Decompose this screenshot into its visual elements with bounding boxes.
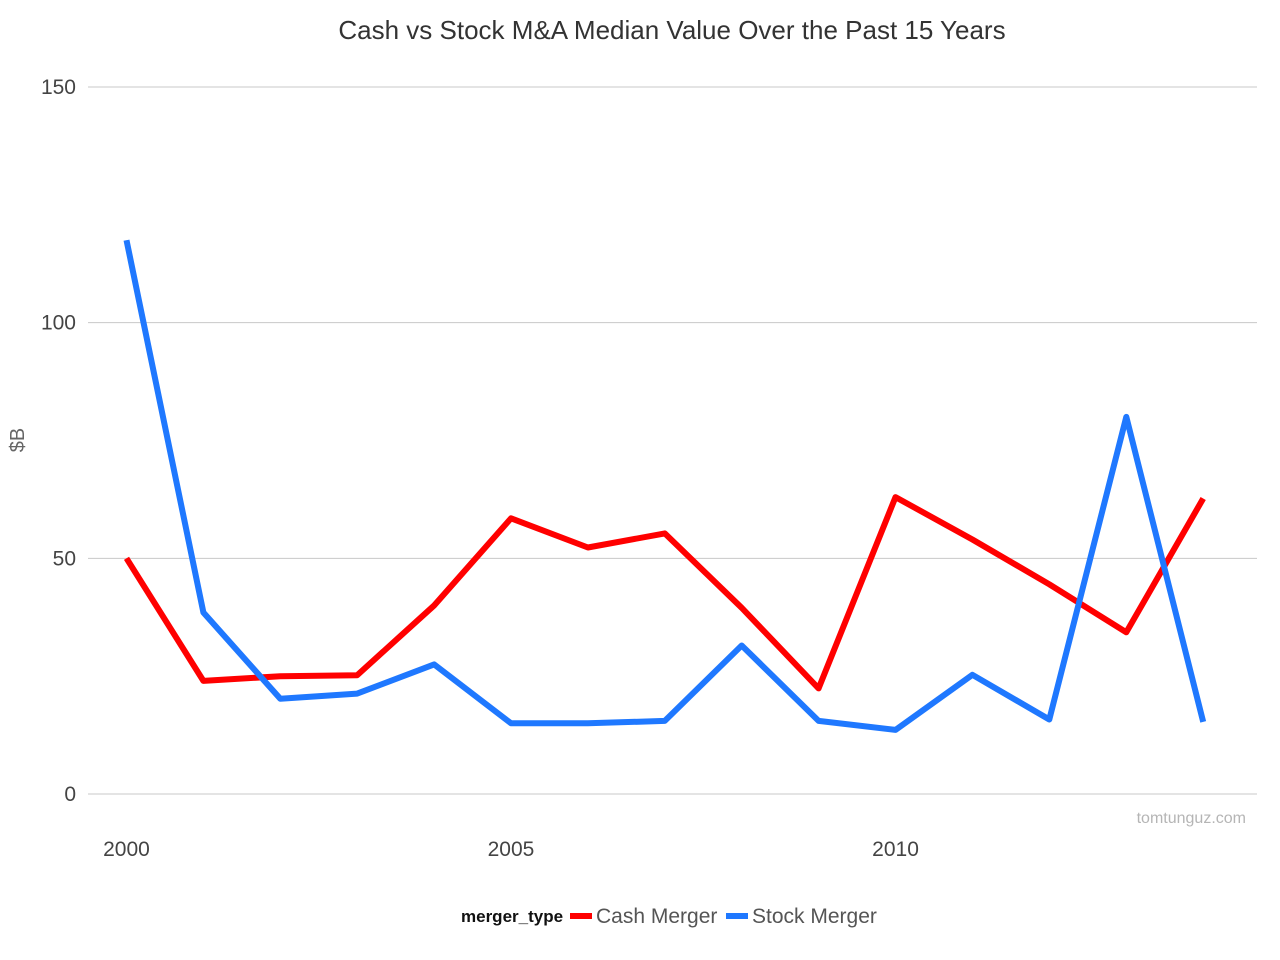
y-tick-label: 150 xyxy=(41,76,76,99)
legend-label: Stock Merger xyxy=(752,905,877,928)
x-tick-label: 2010 xyxy=(872,838,919,861)
legend-label: Cash Merger xyxy=(596,905,717,928)
series-line-stock-merger xyxy=(123,239,1207,733)
legend: merger_type Cash Merger Stock Merger xyxy=(461,905,877,928)
x-tick-label: 2005 xyxy=(488,838,535,861)
chart-title: Cash vs Stock M&A Median Value Over the … xyxy=(338,15,1005,45)
y-tick-label: 100 xyxy=(41,312,76,335)
series-line-cash-merger xyxy=(123,494,1206,692)
y-axis-ticks: 0 50 100 150 xyxy=(41,76,76,806)
y-axis-label: $B xyxy=(7,428,29,452)
legend-title: merger_type xyxy=(461,907,563,926)
series-lines xyxy=(123,239,1207,733)
y-tick-label: 50 xyxy=(53,547,76,570)
x-tick-label: 2000 xyxy=(103,838,150,861)
x-axis-ticks: 2000 2005 2010 xyxy=(103,838,919,861)
watermark: tomtunguz.com xyxy=(1137,810,1246,827)
y-tick-label: 0 xyxy=(64,783,76,806)
gridlines xyxy=(88,86,1257,795)
